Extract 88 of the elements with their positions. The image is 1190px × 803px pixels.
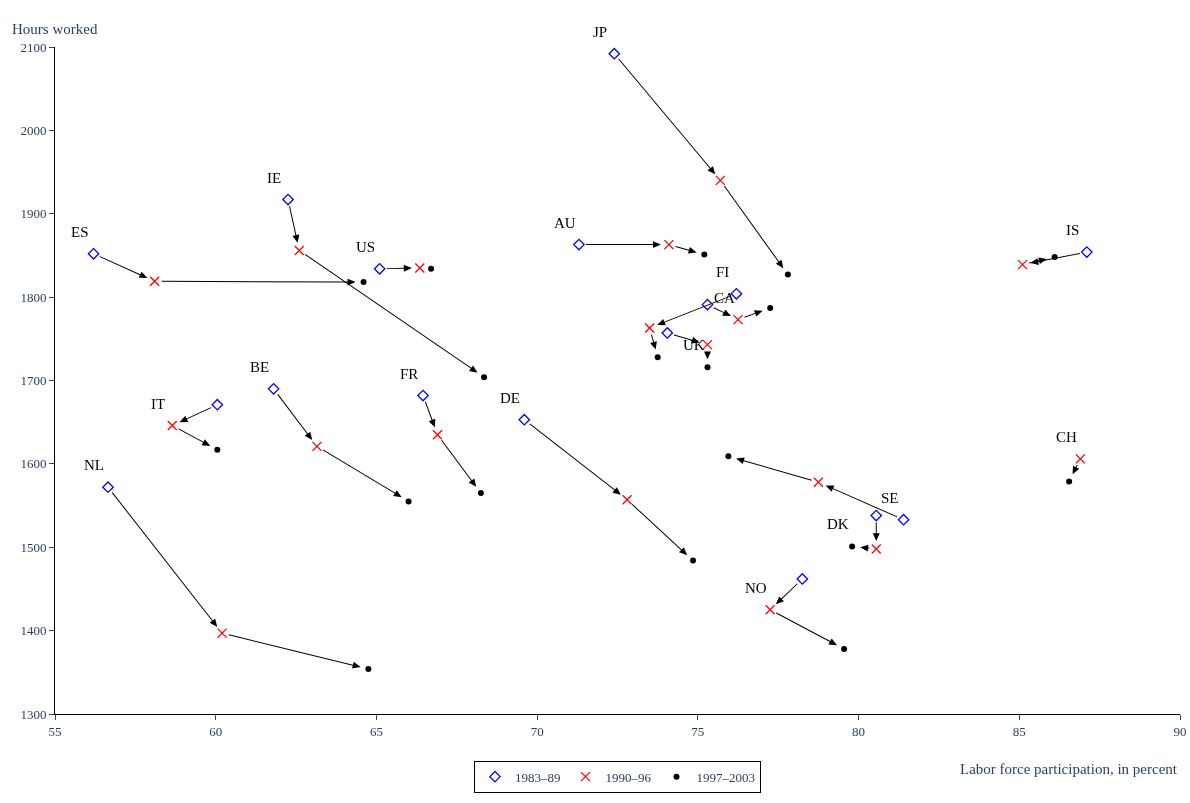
point [167, 420, 178, 431]
point [311, 441, 323, 452]
y-tick-label: 2100 [20, 39, 47, 55]
point [725, 453, 732, 460]
point [267, 382, 280, 395]
point [211, 398, 224, 411]
legend-label: 1997–2003 [696, 769, 755, 785]
annotation: FI [716, 264, 730, 280]
x-tick-label: 85 [1012, 723, 1026, 739]
point [1066, 478, 1073, 485]
point [481, 374, 488, 381]
y-tick-label: 1700 [20, 373, 47, 389]
point [621, 494, 633, 505]
point [849, 543, 856, 550]
point [414, 262, 425, 274]
annotation: IE [267, 170, 282, 186]
annotation: US [356, 239, 376, 255]
point [216, 627, 228, 639]
point [477, 490, 484, 497]
x-tick-label: 90 [1173, 723, 1187, 739]
point [282, 193, 294, 206]
point [294, 245, 305, 256]
point [87, 247, 100, 260]
point [784, 271, 791, 278]
point [608, 47, 621, 60]
point [573, 238, 585, 251]
point [405, 498, 412, 505]
x-tick-label: 70 [530, 723, 544, 739]
legend-label: 1990–96 [605, 769, 652, 785]
legend-label: 1983–89 [515, 769, 561, 785]
point [870, 509, 883, 522]
point [715, 175, 726, 186]
point [690, 557, 697, 564]
y-tick-label: 1300 [20, 706, 47, 722]
point [661, 327, 674, 339]
annotation: AU [554, 215, 576, 231]
annotation: DE [500, 390, 520, 406]
point [732, 314, 744, 325]
annotation: JP [593, 24, 608, 40]
y-tick-label: 1400 [20, 623, 47, 639]
y-tick-label: 1900 [20, 206, 47, 222]
point [417, 389, 429, 402]
point [654, 354, 661, 361]
x-tick-label: 60 [209, 723, 223, 739]
point [432, 429, 443, 440]
y-tick-label: 1600 [20, 456, 47, 472]
point [644, 322, 655, 334]
y-tick-label: 2000 [20, 122, 47, 138]
point [360, 279, 367, 286]
point [701, 251, 708, 258]
annotation: ES [71, 224, 89, 240]
x-axis-title: Labor force participation, in percent [960, 761, 1178, 777]
annotation: BE [250, 359, 270, 375]
point [149, 276, 160, 287]
y-tick-label: 1800 [20, 289, 47, 305]
point [102, 481, 114, 494]
point [701, 298, 714, 311]
point [1075, 453, 1086, 465]
y-axis-title: Hours worked [12, 21, 98, 37]
point [704, 364, 711, 371]
point [373, 262, 386, 275]
x-tick-label: 55 [48, 723, 62, 739]
x-tick-label: 65 [369, 723, 383, 739]
point [518, 413, 531, 426]
point [765, 604, 776, 615]
point [871, 543, 882, 555]
annotation: FR [400, 366, 419, 382]
point [767, 304, 774, 311]
y-tick-label: 1500 [20, 539, 47, 555]
point [1017, 259, 1028, 270]
point [897, 513, 910, 526]
annotation: CH [1056, 429, 1077, 445]
x-tick-label: 75 [691, 723, 705, 739]
x-tick-label: 80 [852, 723, 866, 739]
annotation: NO [745, 580, 767, 596]
annotation: IT [151, 396, 166, 412]
annotation: IS [1066, 222, 1080, 238]
point [1080, 246, 1093, 258]
annotation: SE [881, 490, 899, 506]
point [365, 665, 372, 672]
point [841, 645, 848, 652]
annotation: DK [827, 516, 849, 532]
annotation: NL [84, 457, 104, 473]
point [796, 573, 809, 585]
point [214, 446, 221, 453]
point [663, 239, 675, 250]
point [813, 477, 824, 488]
point [428, 265, 435, 272]
